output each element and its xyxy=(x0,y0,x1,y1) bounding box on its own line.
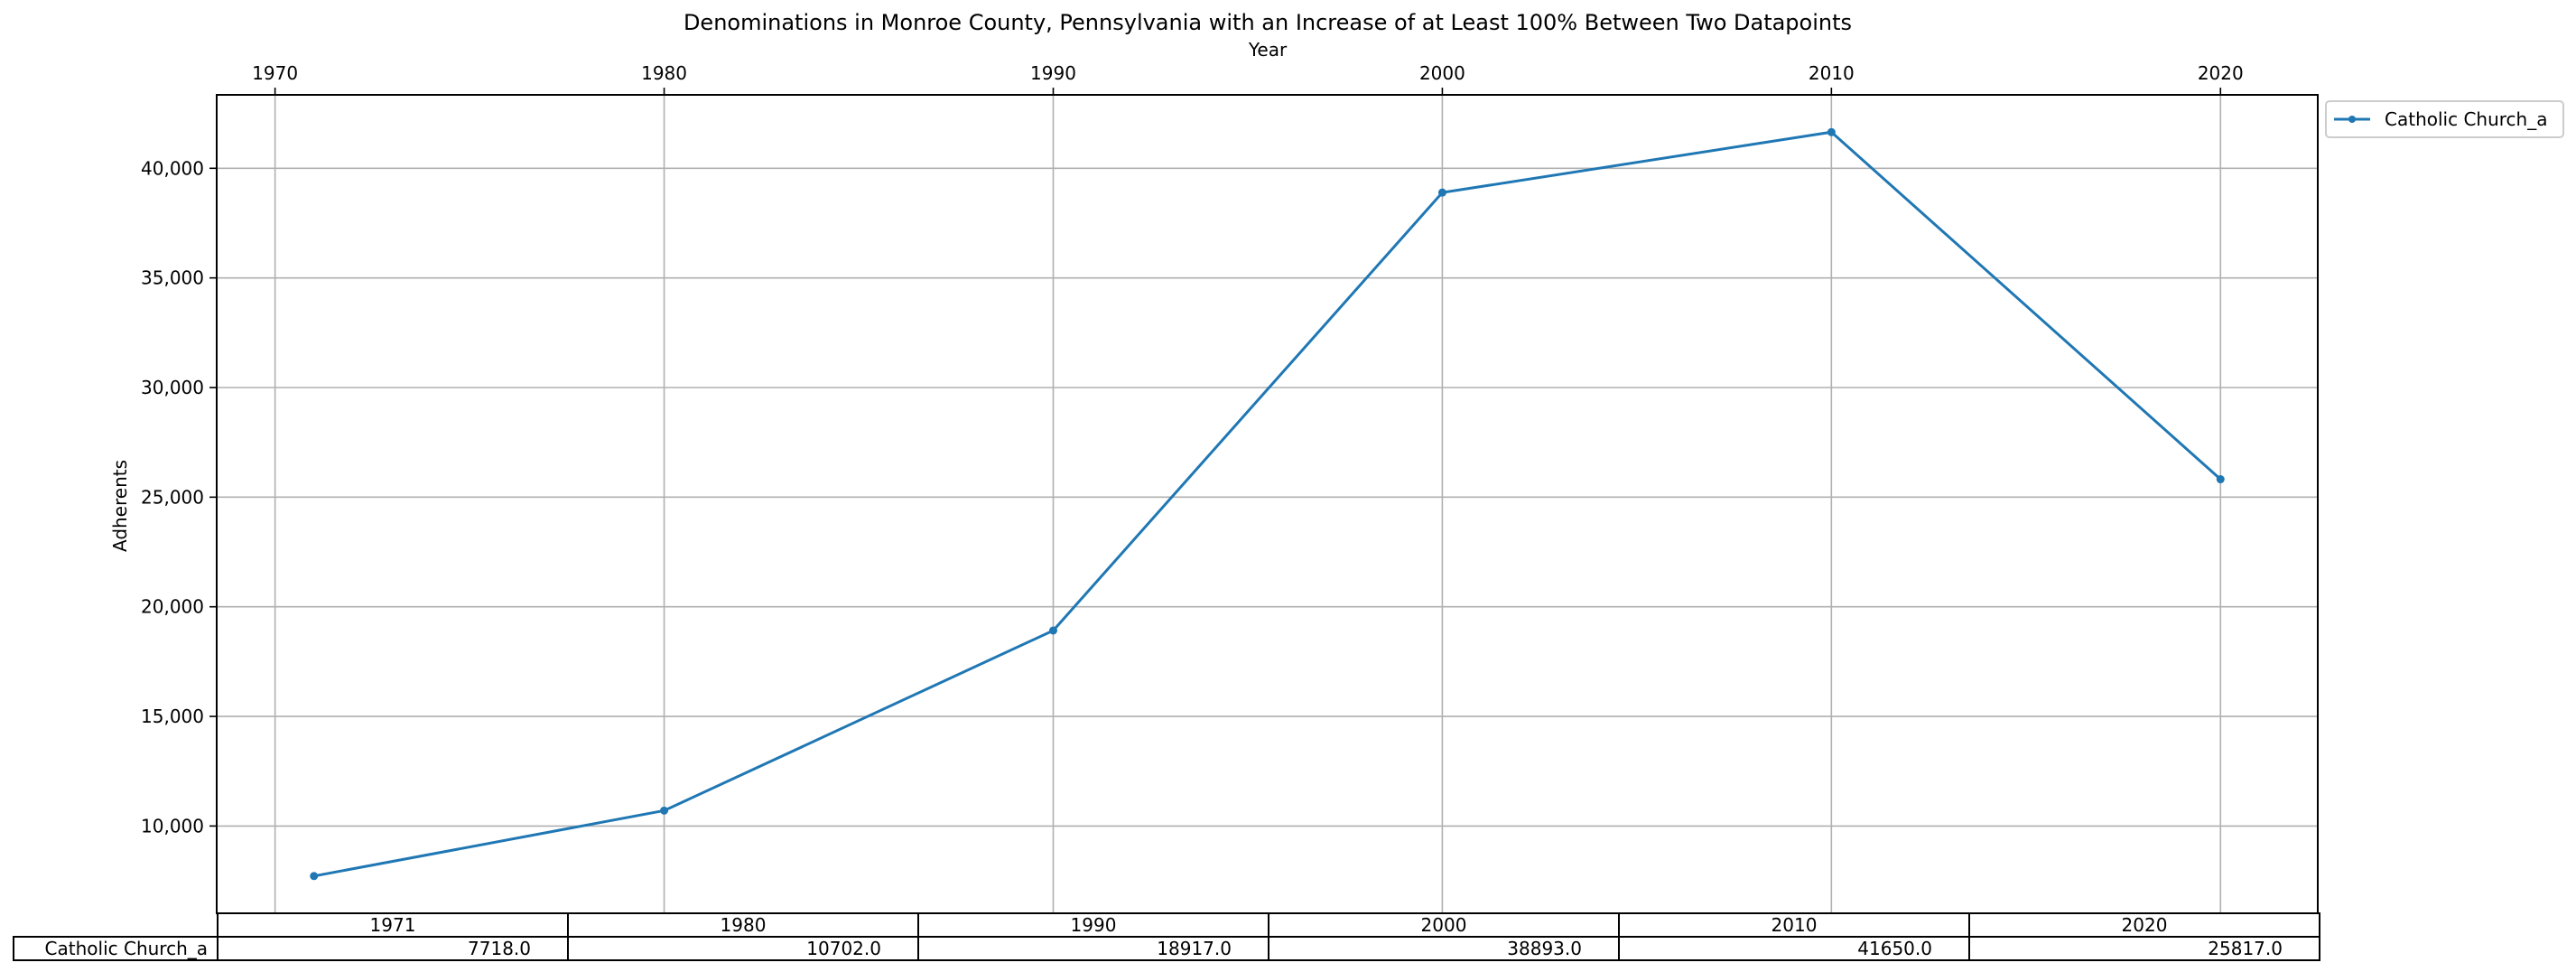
grid-lines xyxy=(217,95,2318,913)
table-row-label: Catholic Church_a xyxy=(13,936,219,961)
x-axis-label: Year xyxy=(1248,39,1288,61)
table-header-row: 1971 1980 1990 2000 2010 2020 xyxy=(14,912,2320,938)
table-cell: 7718.0 xyxy=(217,936,569,961)
legend-label: Catholic Church_a xyxy=(2385,108,2547,130)
data-point xyxy=(1827,127,1836,136)
x-tick-label: 1990 xyxy=(1030,62,1076,84)
series-group xyxy=(310,127,2225,881)
x-tick-label: 1980 xyxy=(641,62,687,84)
y-axis-label: Adherents xyxy=(109,460,131,552)
data-point xyxy=(1048,626,1057,635)
table-corner xyxy=(14,913,218,937)
legend-point-marker xyxy=(2348,116,2356,123)
data-table: 1971 1980 1990 2000 2010 2020 Catholic C… xyxy=(13,912,2320,961)
data-table-wrap: 1971 1980 1990 2000 2010 2020 Catholic C… xyxy=(13,912,2320,961)
y-tick-label: 30,000 xyxy=(141,377,204,398)
table-cell: 25817.0 xyxy=(1968,936,2320,961)
x-ticks: 1970 1980 1990 2000 2010 2020 xyxy=(252,62,2244,95)
series-line xyxy=(313,130,2222,878)
y-tick-label: 35,000 xyxy=(141,267,204,289)
y-tick-label: 40,000 xyxy=(141,157,204,179)
plot-frame xyxy=(216,94,2319,914)
y-tick-label: 20,000 xyxy=(141,596,204,618)
table-column-header: 1980 xyxy=(567,912,919,938)
x-tick-label: 2000 xyxy=(1419,62,1465,84)
table-column-header: 2010 xyxy=(1618,912,1970,938)
y-ticks: 10,000 15,000 20,000 25,000 30,000 35,000 40,0… xyxy=(141,157,217,836)
table-column-header: 1990 xyxy=(917,912,1269,938)
table-cell: 41650.0 xyxy=(1618,936,1970,961)
table-column-header: 1971 xyxy=(217,912,569,938)
table-row: Catholic Church_a 7718.0 10702.0 18917.0… xyxy=(13,936,2320,961)
chart-title: Denominations in Monroe County, Pennsylv… xyxy=(684,10,1852,35)
y-tick-label: 10,000 xyxy=(141,815,204,836)
data-point xyxy=(2216,475,2225,484)
table-column-header: 2020 xyxy=(1968,912,2320,938)
legend: Catholic Church_a xyxy=(2325,100,2564,138)
x-tick-label: 1970 xyxy=(252,62,298,84)
legend-box xyxy=(2325,100,2564,138)
x-tick-label: 2020 xyxy=(2198,62,2244,84)
y-tick-label: 15,000 xyxy=(141,706,204,727)
table-cell: 10702.0 xyxy=(567,936,919,961)
y-tick-label: 25,000 xyxy=(141,486,204,508)
table-column-header: 2000 xyxy=(1268,912,1620,938)
data-point xyxy=(660,806,669,815)
table-cell: 18917.0 xyxy=(917,936,1269,961)
data-point xyxy=(310,872,319,881)
table-cell: 38893.0 xyxy=(1268,936,1620,961)
data-point xyxy=(1437,188,1446,197)
x-tick-label: 2010 xyxy=(1809,62,1855,84)
